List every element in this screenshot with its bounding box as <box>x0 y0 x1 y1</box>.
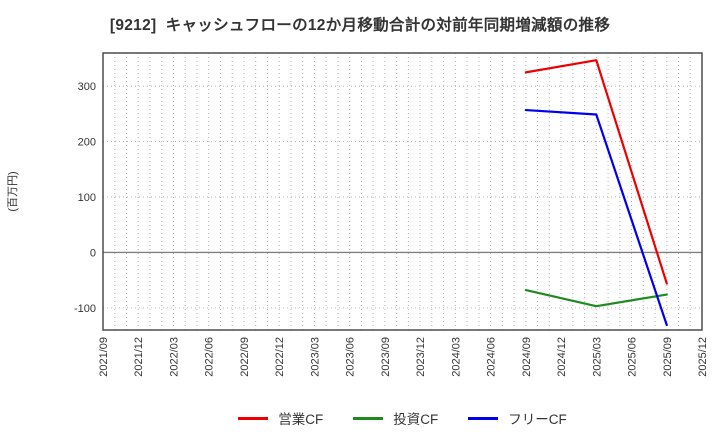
legend-line-sample-investing-cf <box>353 416 384 420</box>
y-tick-label: 200 <box>78 137 96 149</box>
chart-legend: 営業CF 投資CF フリーCF <box>103 406 702 430</box>
y-tick-label: -100 <box>74 303 96 315</box>
plot-border <box>102 52 703 331</box>
x-tick-label: 2021/09 <box>98 337 110 377</box>
y-tick-label: 100 <box>78 192 96 204</box>
legend-line-sample-operating-cf <box>238 416 269 420</box>
y-tick-label: 300 <box>78 81 96 93</box>
operating-cf-line <box>524 59 668 285</box>
x-tick-label: 2023/12 <box>415 337 427 377</box>
x-tick-label: 2023/03 <box>309 337 321 377</box>
free-cf-line <box>524 108 668 327</box>
y-axis-label: (百万円) <box>7 171 19 211</box>
x-tick-label: 2025/09 <box>662 337 674 377</box>
investing-cf-line <box>524 289 668 308</box>
legend-label-investing-cf: 投資CF <box>393 412 439 427</box>
x-tick-label: 2024/12 <box>556 337 568 377</box>
chart-title: [9212] キャッシュフローの12か月移動合計の対前年同期増減額の推移 <box>109 17 611 34</box>
y-tick-label: 0 <box>90 247 96 259</box>
legend-label-operating-cf: 営業CF <box>278 412 324 427</box>
legend-line-sample-free-cf <box>468 416 499 420</box>
x-tick-label: 2024/03 <box>450 337 462 377</box>
x-tick-label: 2022/12 <box>274 337 286 377</box>
x-tick-label: 2022/03 <box>168 337 180 377</box>
legend-item-free-cf: フリーCF <box>468 408 567 428</box>
legend-item-investing-cf: 投資CF <box>353 408 438 428</box>
x-tick-label: 2023/06 <box>345 337 357 377</box>
legend-label-free-cf: フリーCF <box>508 412 567 427</box>
x-tick-label: 2024/06 <box>486 337 498 377</box>
x-tick-label: 2023/09 <box>380 337 392 377</box>
x-tick-label: 2021/12 <box>133 337 145 377</box>
x-tick-label: 2022/06 <box>204 337 216 377</box>
legend-item-operating-cf: 営業CF <box>238 408 323 428</box>
x-tick-label: 2024/09 <box>521 337 533 377</box>
x-tick-label: 2025/06 <box>627 337 639 377</box>
x-tick-label: 2025/12 <box>697 337 709 377</box>
x-tick-label: 2022/09 <box>239 337 251 377</box>
x-tick-label: 2025/03 <box>591 337 603 377</box>
